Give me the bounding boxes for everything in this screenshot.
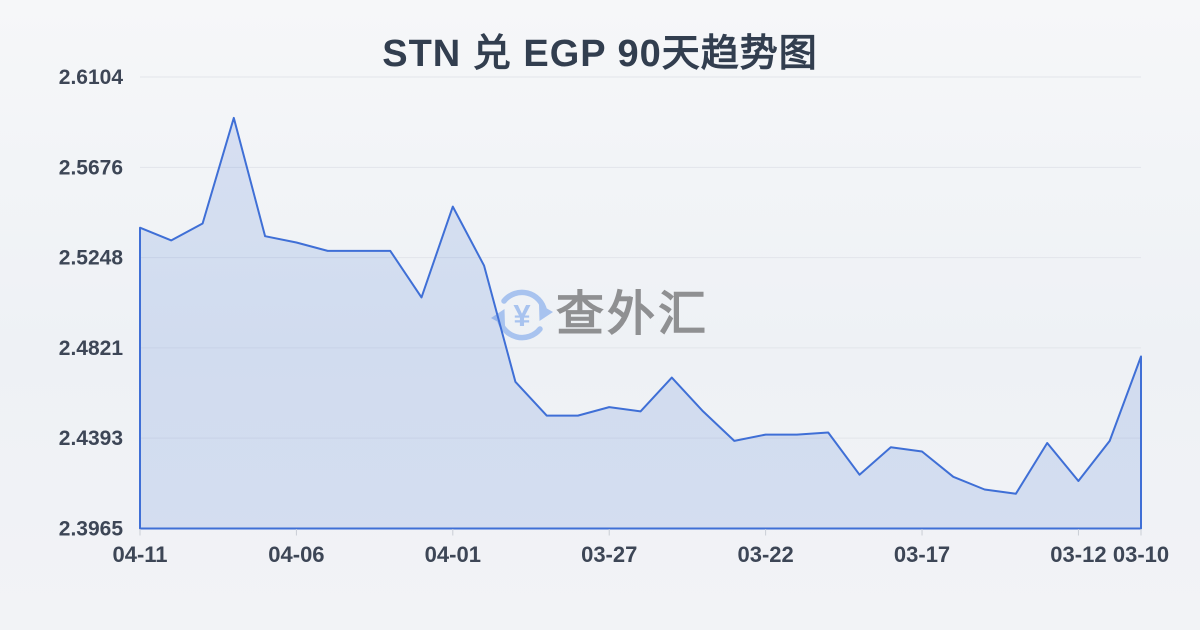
- x-axis-label: 03-22: [737, 542, 793, 567]
- y-axis-label: 2.4821: [59, 337, 124, 360]
- chart-title: STN 兑 EGP 90天趋势图: [382, 33, 818, 75]
- x-axis-label: 03-10: [1113, 542, 1169, 567]
- svg-text:¥: ¥: [513, 298, 531, 333]
- x-axis-label: 04-11: [112, 542, 167, 567]
- watermark: ¥ 查外汇: [488, 281, 709, 349]
- y-axis-label: 2.6104: [59, 66, 124, 89]
- y-axis-label: 2.5248: [59, 247, 124, 270]
- y-axis-label: 2.4393: [59, 427, 123, 450]
- x-axis-label: 04-01: [425, 542, 481, 567]
- y-axis-label: 2.3965: [59, 518, 124, 541]
- y-axis-label: 2.5676: [59, 156, 123, 179]
- x-axis-label: 03-17: [894, 542, 950, 567]
- x-axis-label: 04-06: [268, 542, 324, 567]
- watermark-text: 查外汇: [556, 288, 710, 341]
- x-axis-label: 03-27: [581, 542, 637, 567]
- x-axis-label: 03-12: [1050, 542, 1106, 567]
- trend-area-series: [139, 116, 1142, 530]
